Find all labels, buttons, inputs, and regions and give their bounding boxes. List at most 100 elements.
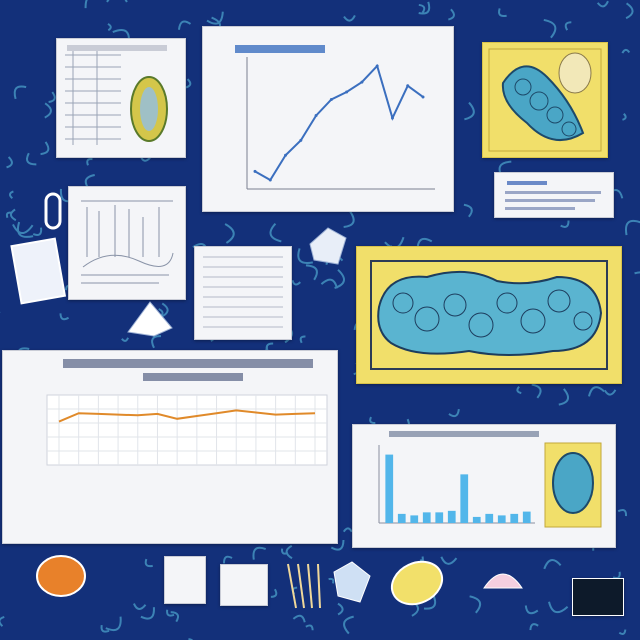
bg-stroke [100, 624, 110, 633]
bg-stroke [48, 91, 56, 104]
bg-stroke [269, 222, 282, 243]
bar [397, 513, 406, 523]
bg-stroke [12, 223, 34, 235]
bar-chart-card [352, 424, 616, 548]
bg-stroke [543, 559, 562, 570]
bg-stroke [516, 386, 522, 395]
bg-stroke [305, 264, 318, 281]
bg-stroke [524, 605, 539, 615]
bg-stroke [86, 158, 93, 166]
bg-stroke [612, 571, 621, 580]
bg-stroke [270, 588, 278, 598]
chart-title-mark [63, 359, 313, 368]
bg-stroke [9, 190, 14, 200]
bg-stroke [596, 0, 609, 8]
bar [422, 512, 431, 523]
bg-stroke [170, 611, 180, 623]
bg-stroke [464, 101, 475, 121]
cell-illustration [488, 48, 602, 152]
series-line [58, 409, 316, 423]
bg-stroke [32, 227, 43, 237]
paperclip-icon [44, 192, 62, 230]
orange-line-chart-card [2, 350, 338, 544]
bg-stroke [59, 313, 70, 321]
bg-stroke [440, 556, 458, 565]
bg-stroke [161, 302, 169, 318]
bg-stroke [529, 623, 539, 631]
bg-stroke [121, 337, 129, 342]
bg-stroke [621, 48, 631, 54]
data-point [329, 97, 333, 101]
bg-stroke [185, 78, 192, 89]
note-card-right [494, 172, 614, 218]
lemon [390, 560, 444, 606]
bg-stroke [343, 14, 356, 22]
bg-stroke [622, 113, 627, 121]
crystal-icon [333, 561, 371, 603]
bg-stroke [44, 102, 52, 119]
orange-fruit [36, 555, 86, 597]
bg-stroke [463, 203, 473, 218]
bg-stroke [6, 156, 13, 169]
bg-stroke [603, 389, 617, 396]
bg-stroke [634, 271, 640, 275]
crystal-icon [309, 227, 347, 265]
bar [447, 510, 456, 523]
bg-stroke [369, 416, 376, 424]
bar [485, 513, 494, 523]
bg-stroke [16, 221, 34, 238]
bg-stroke [223, 555, 233, 564]
data-point [314, 114, 318, 118]
bg-stroke [107, 23, 112, 32]
data-point [345, 90, 349, 94]
bg-stroke [0, 615, 5, 627]
bg-stroke [423, 594, 437, 610]
bg-stroke [617, 509, 628, 517]
bg-stroke [291, 279, 301, 286]
bg-stroke [531, 383, 542, 399]
bar [510, 513, 519, 523]
shell [483, 573, 523, 589]
bg-stroke [224, 223, 235, 244]
bg-stroke [448, 408, 460, 418]
cell-illustration-large [370, 260, 608, 370]
bg-stroke [188, 638, 193, 640]
data-point [268, 178, 272, 182]
bg-stroke [418, 3, 426, 14]
bar [522, 511, 531, 523]
bg-stroke [342, 527, 353, 533]
bg-stroke [305, 624, 314, 631]
bg-stroke [558, 388, 570, 406]
bg-stroke [144, 558, 153, 568]
line-chart-card [202, 26, 454, 212]
bg-stroke [330, 539, 345, 551]
bg-stroke [498, 8, 507, 18]
mini-cell-illustration [552, 452, 594, 514]
bg-stroke [564, 21, 572, 31]
table-card [56, 38, 186, 158]
sketch-chart [81, 200, 174, 284]
sketch-chart-card [68, 186, 186, 300]
bg-stroke [343, 210, 355, 228]
bg-stroke [625, 219, 640, 236]
bar [410, 515, 419, 523]
photo-note [220, 564, 268, 606]
bg-stroke [40, 141, 50, 156]
photo-note [164, 556, 206, 604]
data-point [421, 95, 425, 99]
bar [460, 474, 469, 523]
bar [385, 454, 394, 523]
data-point [253, 169, 257, 173]
bg-stroke [252, 546, 267, 560]
bg-stroke [292, 614, 306, 623]
bg-stroke [297, 248, 314, 264]
series-line [254, 64, 424, 182]
bg-stroke [285, 544, 293, 560]
feather-icon [287, 563, 321, 609]
cell-illustration-card-large [356, 246, 622, 384]
bg-stroke [84, 0, 88, 9]
bg-stroke [543, 18, 557, 39]
bg-stroke [105, 616, 122, 632]
cell-illustration-card-top [482, 42, 608, 158]
bg-stroke [418, 1, 431, 15]
